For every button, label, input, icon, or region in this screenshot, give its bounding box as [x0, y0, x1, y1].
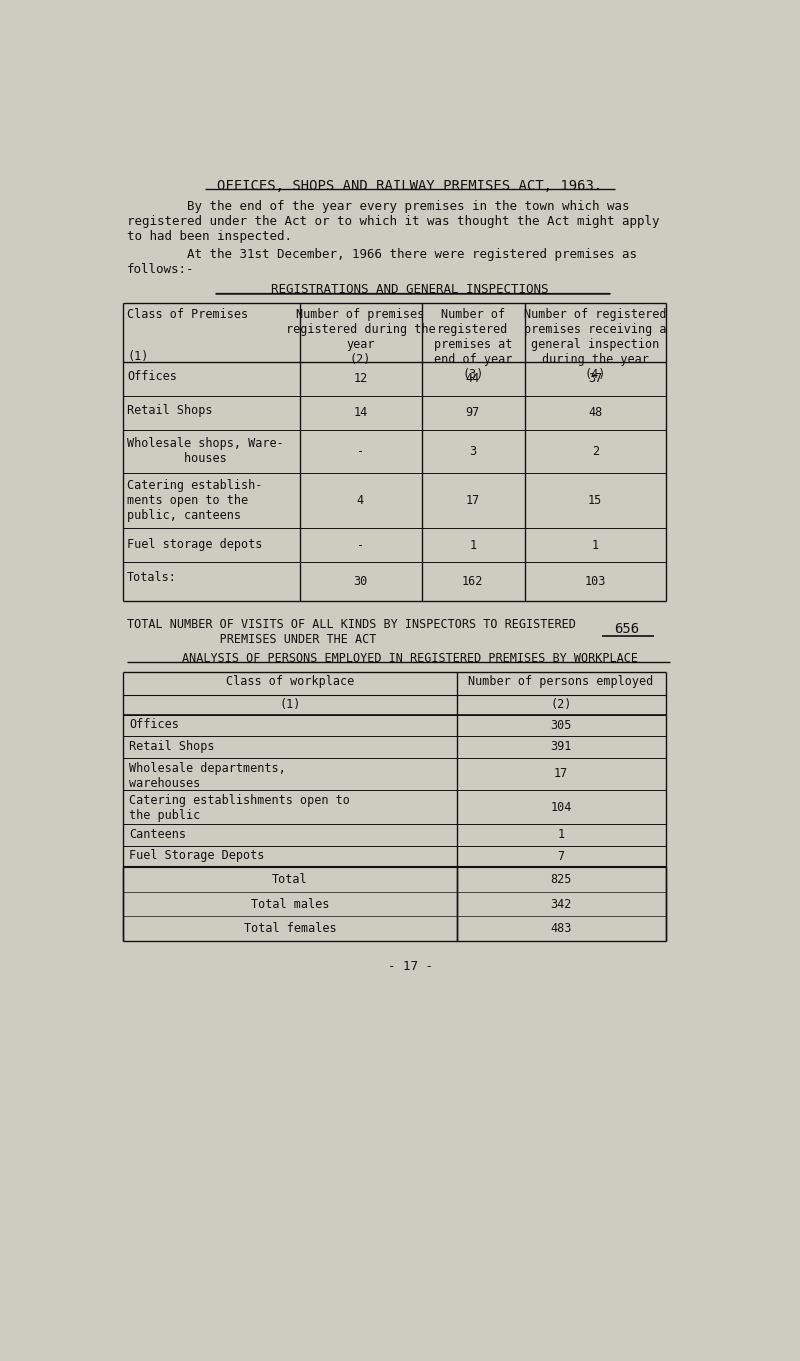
- Text: 15: 15: [588, 494, 602, 508]
- Text: 104: 104: [550, 800, 572, 814]
- Text: 1: 1: [592, 539, 598, 551]
- Text: 4: 4: [357, 494, 364, 508]
- Text: Fuel Storage Depots: Fuel Storage Depots: [130, 849, 265, 863]
- Text: 48: 48: [588, 407, 602, 419]
- Text: 7: 7: [558, 849, 565, 863]
- Text: By the end of the year every premises in the town which was
registered under the: By the end of the year every premises in…: [127, 200, 660, 244]
- Text: Number of premises
registered during the
year
(2): Number of premises registered during the…: [286, 308, 435, 366]
- Text: Wholesale departments,
warehouses: Wholesale departments, warehouses: [130, 762, 286, 789]
- Text: 2: 2: [592, 445, 598, 457]
- Text: 1: 1: [558, 829, 565, 841]
- Text: Retail Shops: Retail Shops: [127, 404, 213, 416]
- Text: Retail Shops: Retail Shops: [130, 740, 215, 753]
- Text: Total: Total: [272, 872, 308, 886]
- Text: Canteens: Canteens: [130, 827, 186, 841]
- Text: 37: 37: [588, 373, 602, 385]
- Text: 825: 825: [550, 872, 572, 886]
- Text: Catering establish-
ments open to the
public, canteens: Catering establish- ments open to the pu…: [127, 479, 262, 523]
- Text: ANALYSIS OF PERSONS EMPLOYED IN REGISTERED PREMISES BY WORKPLACE: ANALYSIS OF PERSONS EMPLOYED IN REGISTER…: [182, 652, 638, 664]
- Text: At the 31st December, 1966 there were registered premises as
follows:-: At the 31st December, 1966 there were re…: [127, 248, 637, 276]
- Text: 305: 305: [550, 719, 572, 732]
- Text: 17: 17: [554, 768, 568, 780]
- Text: Class of workplace: Class of workplace: [226, 675, 354, 689]
- Text: 656: 656: [614, 622, 639, 636]
- Text: Class of Premises: Class of Premises: [127, 308, 248, 321]
- Text: -: -: [357, 539, 364, 551]
- Text: -: -: [357, 445, 364, 457]
- Text: 30: 30: [354, 574, 367, 588]
- Text: REGISTRATIONS AND GENERAL INSPECTIONS: REGISTRATIONS AND GENERAL INSPECTIONS: [271, 283, 549, 295]
- Text: (1): (1): [279, 698, 301, 712]
- Text: 3: 3: [470, 445, 476, 457]
- Text: 44: 44: [466, 373, 480, 385]
- Text: Totals:: Totals:: [127, 572, 177, 584]
- Text: Total males: Total males: [250, 897, 329, 911]
- Text: Offices: Offices: [130, 719, 179, 731]
- Text: TOTAL NUMBER OF VISITS OF ALL KINDS BY INSPECTORS TO REGISTERED
             PRE: TOTAL NUMBER OF VISITS OF ALL KINDS BY I…: [127, 618, 576, 645]
- Text: Offices: Offices: [127, 370, 177, 382]
- Text: 342: 342: [550, 897, 572, 911]
- Text: 14: 14: [354, 407, 367, 419]
- Text: Number of
registered
premises at
end of year
(3): Number of registered premises at end of …: [434, 308, 512, 381]
- Text: 12: 12: [354, 373, 367, 385]
- Text: 1: 1: [470, 539, 476, 551]
- Text: 391: 391: [550, 740, 572, 754]
- Text: 162: 162: [462, 574, 483, 588]
- Text: (1): (1): [127, 350, 149, 362]
- Text: Total females: Total females: [243, 923, 336, 935]
- Text: Fuel storage depots: Fuel storage depots: [127, 538, 262, 551]
- Text: 483: 483: [550, 923, 572, 935]
- Text: (2): (2): [550, 698, 572, 712]
- Text: - 17 -: - 17 -: [387, 961, 433, 973]
- Text: Number of registered
premises receiving a
general inspection
during the year
(4): Number of registered premises receiving …: [524, 308, 666, 381]
- Text: Catering establishments open to
the public: Catering establishments open to the publ…: [130, 793, 350, 822]
- Text: Wholesale shops, Ware-
        houses: Wholesale shops, Ware- houses: [127, 437, 284, 465]
- Text: 97: 97: [466, 407, 480, 419]
- Text: Number of persons employed: Number of persons employed: [469, 675, 654, 689]
- Text: 103: 103: [585, 574, 606, 588]
- Text: 17: 17: [466, 494, 480, 508]
- Text: OFFICES, SHOPS AND RAILWAY PREMISES ACT, 1963.: OFFICES, SHOPS AND RAILWAY PREMISES ACT,…: [218, 178, 602, 193]
